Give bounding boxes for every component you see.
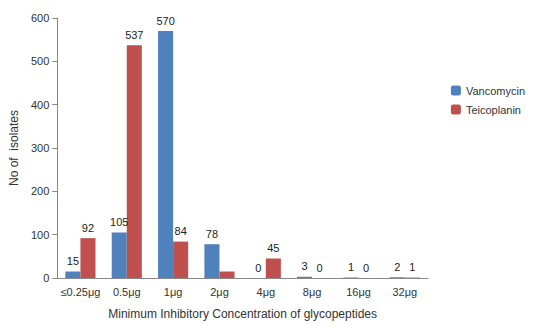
svg-text:No of isolates: No of isolates: [7, 110, 21, 186]
svg-text:2μg: 2μg: [210, 286, 229, 298]
svg-text:Minimum Inhibitory Concentrati: Minimum Inhibitory Concentration of glyc…: [108, 307, 377, 321]
svg-text:8μg: 8μg: [303, 286, 322, 298]
svg-text:570: 570: [156, 15, 174, 27]
svg-text:1μg: 1μg: [164, 286, 183, 298]
svg-text:15: 15: [67, 255, 79, 267]
svg-text:1: 1: [348, 261, 354, 273]
svg-text:400: 400: [31, 99, 49, 111]
svg-text:45: 45: [267, 242, 279, 254]
svg-text:3: 3: [302, 260, 308, 272]
svg-text:≤0.25μg: ≤0.25μg: [60, 286, 100, 298]
svg-text:0: 0: [43, 272, 49, 284]
svg-text:105: 105: [110, 216, 128, 228]
svg-text:300: 300: [31, 142, 49, 154]
svg-text:2: 2: [394, 261, 400, 273]
svg-text:200: 200: [31, 185, 49, 197]
svg-text:4μg: 4μg: [257, 286, 276, 298]
svg-text:16μg: 16μg: [346, 286, 371, 298]
svg-text:0: 0: [317, 262, 323, 274]
svg-text:32μg: 32μg: [392, 286, 417, 298]
svg-text:84: 84: [175, 225, 187, 237]
svg-text:1: 1: [409, 261, 415, 273]
svg-text:100: 100: [31, 229, 49, 241]
svg-text:600: 600: [31, 12, 49, 24]
svg-text:78: 78: [206, 228, 218, 240]
svg-text:0: 0: [255, 262, 261, 274]
svg-text:92: 92: [82, 222, 94, 234]
svg-text:Teicoplanin: Teicoplanin: [466, 104, 521, 116]
svg-text:0.5μg: 0.5μg: [113, 286, 141, 298]
svg-text:Vancomycin: Vancomycin: [466, 85, 525, 97]
svg-text:0: 0: [363, 262, 369, 274]
svg-text:537: 537: [125, 29, 143, 41]
svg-text:500: 500: [31, 55, 49, 67]
